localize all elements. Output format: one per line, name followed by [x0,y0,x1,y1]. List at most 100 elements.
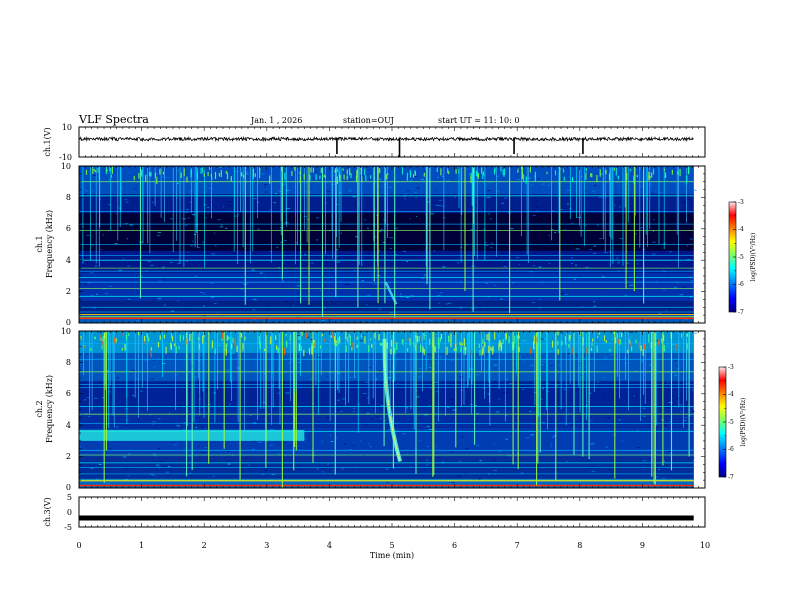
ch3-wave-ylabel: ch.3(V) [43,497,52,526]
spec-speckle [167,465,171,467]
spec-burst [416,336,418,343]
spec-speckle [373,236,377,238]
spec-speckle [176,193,178,195]
spec-speckle [258,442,262,443]
spec-speckle [219,166,223,168]
spec-speckle [225,227,228,229]
spec-speckle [451,482,455,483]
spec-burst [200,168,202,174]
spec-burst [523,174,525,183]
spec-speckle [644,335,646,337]
ch1-spec-tick-8: 8 [66,193,71,202]
spec-burst [202,335,204,344]
spec-speckle [416,187,420,189]
spec-speckle [201,406,204,408]
spec-speckle [378,178,382,180]
spec-speckle [219,226,224,228]
spec-speckle [550,365,553,367]
spec-speckle [387,378,390,379]
spec-speckle [124,199,128,201]
spec-speckle [537,178,540,180]
spec-speckle [454,196,457,198]
cb2-tick-m4: -4 [728,391,734,398]
spec-speckle [187,455,191,457]
spec-speckle [550,422,552,424]
spec-speckle [489,262,491,264]
spec-speckle [526,437,530,439]
spec-speckle [567,353,571,355]
x-tick-7: 7 [515,541,520,550]
spec-speckle [378,250,380,252]
spec-speckle [285,392,290,394]
ch3-wave-tick-5: 5 [67,493,72,502]
cb1-label: log(PSD)(V²/Hz) [750,233,757,282]
waveform-ch1-xticks [78,127,706,157]
spec-speckle [379,351,381,352]
spec-speckle [123,456,127,458]
spec-burst [174,343,176,347]
spec-burst [663,334,665,341]
spec-burst [460,346,462,353]
spec-speckle [335,203,339,205]
spec-burst [407,337,409,341]
ch2-spec-ylabel-line2: Frequency (kHz) [45,375,54,443]
spec-speckle [426,464,429,466]
spec-speckle [543,338,546,340]
spec-speckle [655,281,658,283]
spec-burst [284,172,286,181]
spec-burst [313,343,315,347]
spec-speckle [138,418,140,420]
spec-speckle [326,375,328,377]
spec-speckle [587,401,589,402]
spec-speckle [465,448,469,450]
spec-speckle [476,374,481,376]
spec-speckle [91,190,94,192]
spec-speckle [618,419,621,421]
spec-speckle [252,422,257,424]
spec-speckle [195,170,199,172]
spec-speckle [454,378,457,380]
spec-speckle [180,404,182,406]
spec-burst [269,340,271,345]
spec-speckle [593,253,597,254]
spec-burst [500,166,502,172]
time-axis: 0 1 2 3 4 5 6 7 8 9 10 Time (min) [76,541,710,560]
spec-burst [334,340,336,346]
spec-speckle [538,266,541,268]
spec-speckle [405,193,407,195]
spec-speckle [211,253,216,255]
spec-speckle [83,344,87,346]
spec-burst [226,172,229,180]
spec-burst [605,170,607,175]
spec-burst [162,171,164,175]
spec-speckle [402,250,407,252]
spec-speckle [662,478,666,480]
spec-speckle [435,446,437,448]
spec-speckle [530,184,533,186]
spec-burst [171,333,173,338]
spec-speckle [570,257,573,259]
spec-burst [301,332,303,336]
spec-burst [379,342,381,346]
spec-speckle [337,261,341,263]
spec-speckle [200,291,204,293]
spec-speckle [228,205,232,207]
spec-speckle [657,482,661,484]
spec-burst [432,339,434,347]
spec-speckle [602,346,606,348]
spec-burst [285,333,287,337]
spec-speckle [598,196,603,198]
spec-burst [309,174,311,181]
spec-speckle [423,171,428,172]
spec-speckle [642,194,646,196]
spec-speckle [442,266,446,268]
cb1-tick-m7: -7 [738,309,744,316]
spec-burst [300,345,302,351]
spec-speckle [496,340,501,342]
spec-speckle [478,478,481,480]
spec-speckle [589,392,592,394]
spec-speckle [122,337,124,338]
spec-burst [438,342,440,349]
spec-burst [413,174,415,178]
spec-speckle [125,467,130,469]
